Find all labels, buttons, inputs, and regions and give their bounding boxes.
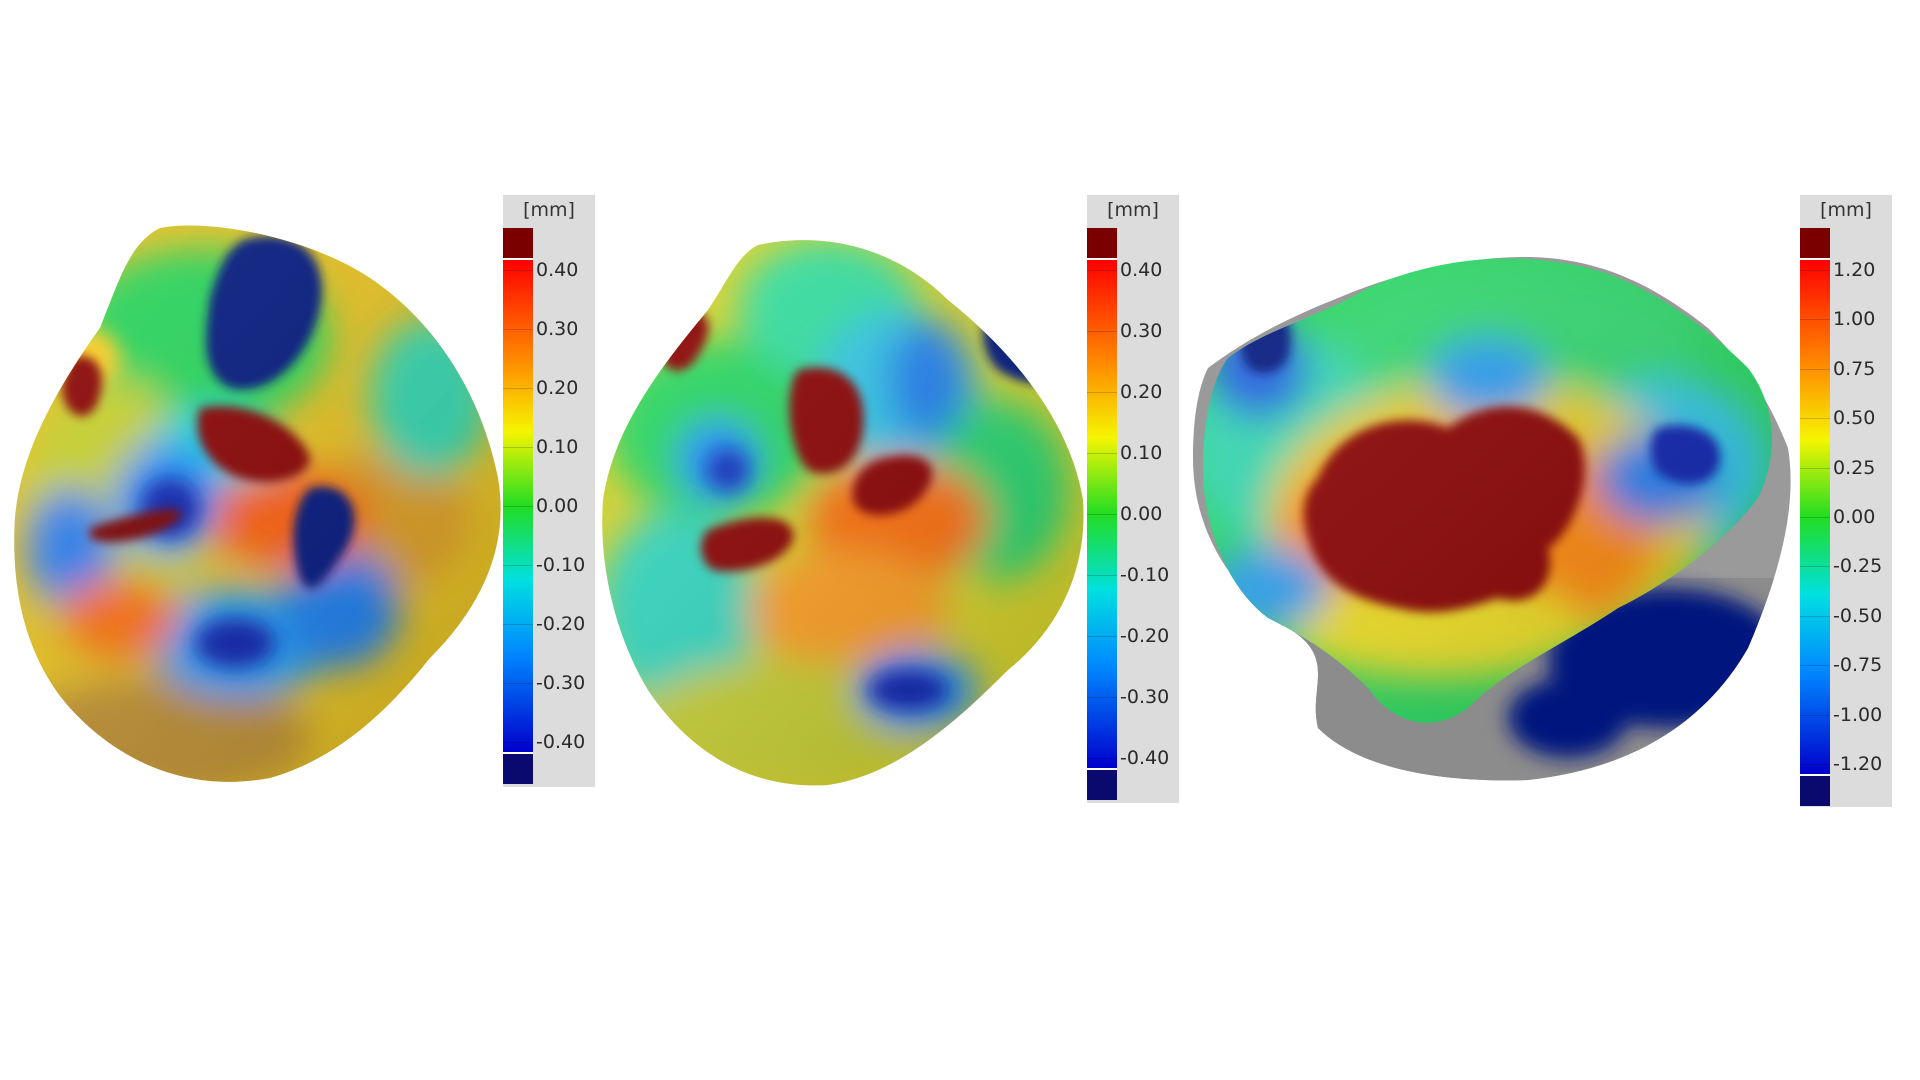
- legend-tick-label: 0.40: [1120, 259, 1163, 281]
- legend-under-range-swatch: [503, 754, 533, 784]
- legend-tick-mark: [1087, 758, 1117, 759]
- legend-tick-label: -0.75: [1833, 654, 1883, 677]
- legend-tick-mark: [1800, 615, 1830, 617]
- legend-tick-mark: [1800, 467, 1830, 469]
- legend-unit-label: [mm]: [523, 199, 575, 221]
- legend-under-range-swatch: [1800, 776, 1830, 806]
- legend-unit-label: [mm]: [1107, 199, 1159, 221]
- legend-tick-mark: [1087, 697, 1117, 698]
- legend-tick-mark: [503, 624, 533, 625]
- legend-tick-mark: [1087, 453, 1117, 454]
- legend-tick-mark: [1087, 270, 1117, 271]
- legend-tick-mark: [1800, 517, 1830, 518]
- legend-tick-label: 0.10: [1120, 442, 1163, 464]
- legend-tick-label: 0.75: [1833, 357, 1876, 380]
- legend-tick-label: 0.50: [1833, 407, 1876, 430]
- legend-tick-label: 0.00: [536, 495, 579, 517]
- legend-color-bar: [503, 258, 533, 754]
- legend-tick-label: -0.10: [536, 554, 586, 576]
- legend-tick-mark: [1800, 270, 1830, 271]
- legend-tick-mark: [1800, 714, 1830, 716]
- legend-tick-label: -0.20: [1120, 625, 1170, 647]
- legend-tick-label: 0.25: [1833, 456, 1876, 479]
- color-scale-legend-3: [mm] 1.20 1.00 0.75 0.50 0.25 0.00 -0.25 -0.50 -…: [1800, 195, 1892, 807]
- legend-tick-label: 0.20: [536, 377, 579, 399]
- legend-tick-mark: [503, 388, 533, 389]
- legend-tick-mark: [503, 742, 533, 743]
- legend-tick-mark: [1087, 636, 1117, 637]
- legend-tick-mark: [503, 565, 533, 566]
- legend-tick-label: -0.50: [1833, 604, 1883, 627]
- legend-unit-label: [mm]: [1820, 199, 1872, 221]
- legend-under-range-swatch: [1087, 770, 1117, 800]
- color-scale-legend-1: [mm] 0.40 0.30 0.20 0.10 0.00 -0.10 -0.20 -0.30…: [503, 195, 595, 787]
- legend-tick-label: -1.20: [1833, 753, 1883, 775]
- legend-tick-label: 0.00: [1120, 503, 1163, 525]
- legend-color-bar: [1800, 258, 1830, 776]
- legend-tick-mark: [503, 447, 533, 448]
- tooth-deviation-map-3: [1193, 257, 1791, 781]
- legend-tick-label: 0.00: [1833, 506, 1876, 528]
- legend-tick-mark: [1800, 319, 1830, 321]
- legend-tick-mark: [503, 506, 533, 507]
- legend-tick-label: 1.00: [1833, 308, 1876, 331]
- legend-tick-mark: [1800, 368, 1830, 370]
- legend-tick-mark: [1800, 418, 1830, 420]
- legend-tick-label: 0.30: [536, 318, 579, 340]
- color-scale-legend-2: [mm] 0.40 0.30 0.20 0.10 0.00 -0.10 -0.20 -0.30…: [1087, 195, 1179, 803]
- legend-tick-label: -0.30: [1120, 686, 1170, 708]
- legend-tick-mark: [1087, 575, 1117, 576]
- legend-tick-label: 0.10: [536, 436, 579, 458]
- tooth-deviation-map-1: [14, 225, 501, 782]
- legend-tick-mark: [503, 683, 533, 684]
- legend-tick-mark: [503, 270, 533, 271]
- tooth-deviation-map-2: [602, 240, 1084, 786]
- legend-tick-mark: [1800, 566, 1830, 568]
- legend-tick-label: -1.00: [1833, 703, 1883, 726]
- legend-tick-mark: [1800, 764, 1830, 765]
- legend-tick-label: -0.10: [1120, 564, 1170, 586]
- legend-tick-label: 0.40: [536, 259, 579, 281]
- legend-tick-label: 0.20: [1120, 381, 1163, 403]
- legend-over-range-swatch: [503, 228, 533, 258]
- legend-tick-label: 1.20: [1833, 259, 1876, 281]
- legend-tick-mark: [1087, 514, 1117, 515]
- legend-over-range-swatch: [1800, 228, 1830, 258]
- legend-tick-label: -0.40: [1120, 747, 1170, 769]
- legend-tick-mark: [503, 329, 533, 330]
- legend-tick-mark: [1087, 392, 1117, 393]
- legend-tick-mark: [1800, 665, 1830, 667]
- legend-tick-label: -0.20: [536, 613, 586, 635]
- legend-color-bar: [1087, 258, 1117, 770]
- legend-tick-label: 0.30: [1120, 320, 1163, 342]
- legend-over-range-swatch: [1087, 228, 1117, 258]
- legend-tick-mark: [1087, 331, 1117, 332]
- legend-tick-label: -0.30: [536, 672, 586, 694]
- legend-tick-label: -0.25: [1833, 555, 1883, 578]
- legend-tick-label: -0.40: [536, 731, 586, 753]
